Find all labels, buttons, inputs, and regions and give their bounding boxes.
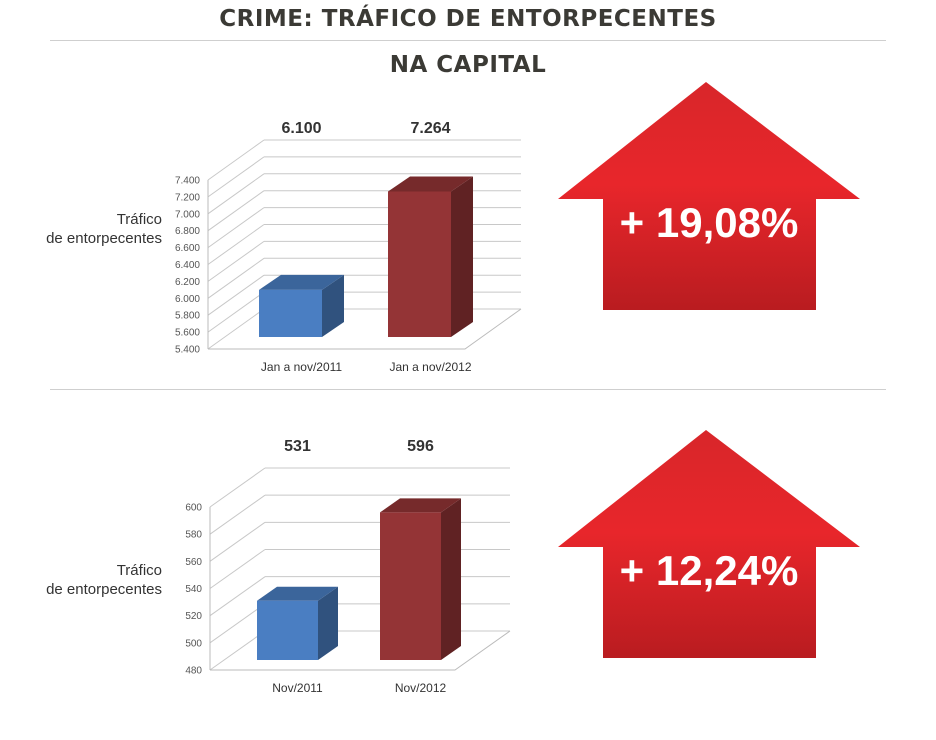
chart2-ytick-label: 480 [185,666,202,677]
chart1-category-label: Jan a nov/2012 [389,360,471,374]
chart2-grid-diag [209,549,266,589]
chart1-ytick-label: 7.000 [175,209,200,220]
arrow2-arrow-shape [558,430,860,658]
chart2-floor [210,630,511,671]
chart1-grid-diag [207,139,265,181]
chart2-grid-diag [209,630,266,671]
ylabel-line: de entorpecentes [46,230,162,247]
chart2-ylabel: Tráfico de entorpecentes [2,561,162,599]
chart2-ytick-label: 540 [185,584,202,595]
chart2-bar [380,512,441,660]
chart2-ytick-label: 600 [185,503,202,514]
ylabel-line: Tráfico [116,562,162,579]
chart1-category-label: Jan a nov/2011 [261,360,343,374]
chart1-ytick-label: 7.400 [175,176,200,187]
chart1-ytick-label: 7.200 [175,192,200,203]
chart1-value-label: 7.264 [410,120,450,137]
chart2-bar-side [441,498,461,660]
chart1-ytick-label: 5.800 [175,311,200,322]
chart1-ytick-label: 5.400 [175,345,200,356]
chart1-ytick-label: 6.400 [175,260,200,271]
chart1-bar [388,191,451,337]
chart1-bar-side [322,274,344,337]
chart1-grid-diag [207,224,265,265]
chart1-ytick-label: 6.000 [175,294,200,305]
chart1-ytick-label: 6.200 [175,277,200,288]
ylabel-line: de entorpecentes [46,581,162,598]
chart2-category-label: Nov/2012 [395,681,447,695]
chart2-value-label: 531 [284,438,311,455]
chart2-bar [257,600,318,660]
chart1-ytick-label: 6.800 [175,226,200,237]
page-title: CRIME: TRÁFICO DE ENTORPECENTES [219,6,717,32]
chart1-floor [208,308,522,350]
section-divider [50,389,886,390]
chart2-ytick-label: 580 [185,530,202,541]
chart1-grid-diag [207,274,265,316]
ylabel-line: Tráfico [116,211,162,228]
chart2-category-label: Nov/2011 [272,681,323,695]
page-subtitle: NA CAPITAL [389,52,547,78]
chart1-grid-diag [207,257,265,299]
chart1-grid-diag [207,308,265,350]
chart1-bar [259,289,322,337]
title-divider [50,40,886,41]
chart2-bar-top [380,498,461,513]
chart1-grid-diag [207,156,265,198]
chart2-monthly: 480 500 520 540 560 580 600 531 Nov/2011 596 Nov/2… [185,438,511,695]
chart1-increase-arrow: + 19,08% [558,82,860,310]
chart2-grid-diag [209,521,266,562]
chart1-bar-top [388,176,473,192]
chart1-grid-diag [207,173,265,215]
chart1-bar-side [451,176,473,337]
chart2-ytick-label: 500 [185,638,202,649]
chart2-grid-diag [209,576,266,617]
chart2-grid-diag [209,467,266,508]
chart1-bar-top [259,274,344,290]
chart2-increase-arrow: + 12,24% [558,430,860,658]
chart2-ytick-label: 560 [185,557,202,568]
arrow2-change-label: + 12,24% [620,547,799,594]
chart1-ylabel: Tráfico de entorpecentes [2,210,162,248]
chart2-ytick-label: 520 [185,611,202,622]
chart1-ytick-label: 6.600 [175,243,200,254]
chart1-grid-diag [207,207,265,249]
chart2-bar-top [257,586,338,601]
arrow1-change-label: + 19,08% [620,199,799,246]
chart2-value-label: 596 [407,438,434,455]
chart1-grid-diag [207,240,265,282]
chart2-grid-diag [209,494,266,535]
chart2-bar-side [318,586,338,660]
chart2-grid-diag [209,603,266,644]
chart1-ytick-label: 5.600 [175,328,200,339]
arrow1-arrow-shape [558,82,860,310]
chart1-annual: 5.400 5.600 5.800 6.000 6.200 6.400 6.600 6.800… [175,120,522,374]
chart1-value-label: 6.100 [281,120,321,137]
chart1-grid-diag [207,190,265,232]
chart1-grid-diag [207,291,265,333]
